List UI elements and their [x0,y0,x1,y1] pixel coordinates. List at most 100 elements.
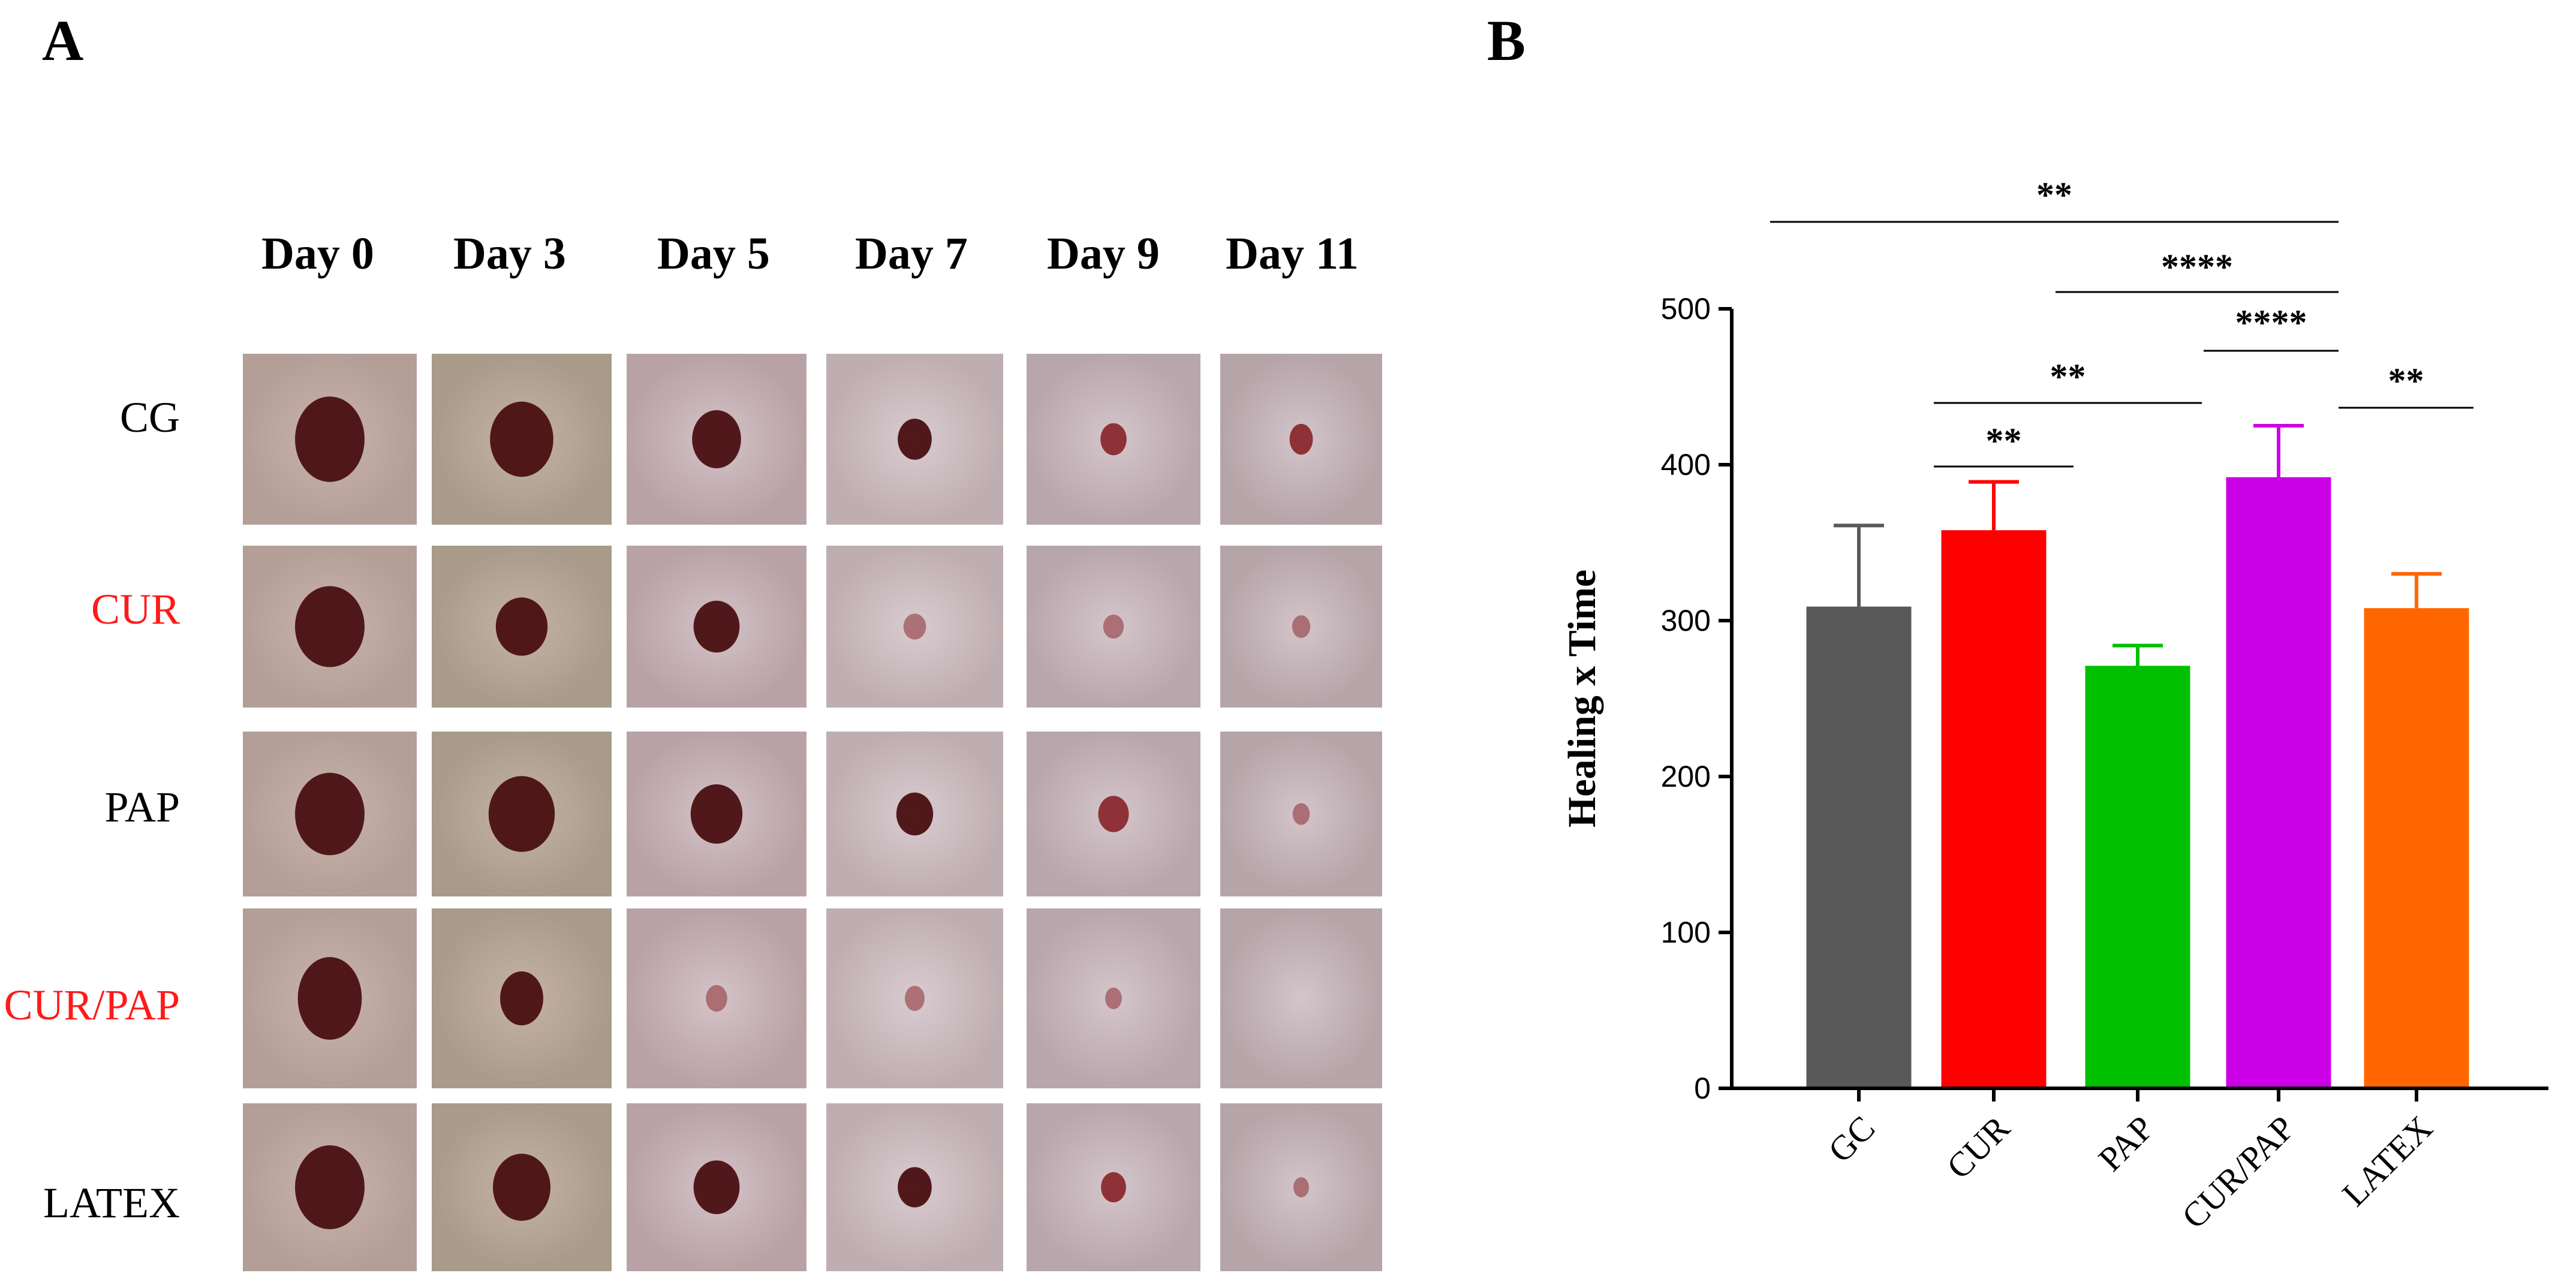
wound-spot [896,792,934,836]
wound-photo [826,732,1003,896]
bar [1941,530,2047,1088]
day-label-7: Day 7 [855,228,968,279]
wound-spot [295,396,365,482]
wound-photo [243,546,417,708]
wound-spot [1293,1177,1309,1197]
group-label-cur-pap: CUR/PAP [4,981,180,1029]
wound-photo [1027,1103,1200,1271]
wound-photo [243,732,417,896]
wound-spot [1292,615,1311,638]
wound-spot [903,613,926,640]
wound-spot [693,1160,740,1214]
wound-spot [295,1145,365,1229]
y-tick-label: 200 [1661,760,1711,793]
wound-photo [432,732,612,896]
wound-spot [1292,803,1310,825]
wound-photo [243,908,417,1088]
significance-label: **** [2161,247,2233,287]
wound-spot [1100,423,1127,456]
wound-spot [495,597,548,656]
significance-label: ** [2036,175,2072,215]
y-tick-label: 400 [1661,448,1711,482]
wound-spot [693,600,740,653]
wound-photo [627,1103,806,1271]
wound-spot [488,776,555,852]
wound-spot [500,971,543,1025]
wound-photo [243,1103,417,1271]
wound-photo [432,1103,612,1271]
wound-photo [1027,908,1200,1088]
x-tick-label: PAP [2091,1108,2161,1178]
x-tick-label: CUR [1939,1108,2018,1187]
wound-photo [1220,732,1382,896]
y-tick-label: 300 [1661,604,1711,637]
wound-spot [1289,423,1313,455]
wound-photo [826,1103,1003,1271]
wound-photo [1220,1103,1382,1271]
wound-photo [826,546,1003,708]
wound-photo-grid: Day 0 Day 3 Day 5 Day 7 Day 9 Day 11 CG … [4,228,1382,1271]
wound-spot [1098,796,1129,832]
significance-label: **** [2235,303,2307,342]
wound-photo [627,732,806,896]
wound-spot [706,985,727,1012]
day-label-9: Day 9 [1047,228,1160,279]
wound-photo [432,908,612,1088]
wound-spot [904,986,925,1011]
group-label-latex: LATEX [43,1179,180,1227]
wound-photo [627,908,806,1088]
day-label-11: Day 11 [1226,228,1359,279]
wound-spot [898,1167,932,1208]
wound-spot [493,1154,550,1221]
panel-a-letter: A [42,8,84,73]
wound-spot [1103,615,1124,639]
wound-photo [1027,546,1200,708]
y-tick-label: 100 [1661,916,1711,949]
wound-spot [690,784,743,844]
wound-spot [490,401,553,477]
wound-spot [1101,1172,1126,1203]
day-label-0: Day 0 [261,228,374,279]
group-label-cg: CG [119,393,180,441]
y-tick-label: 500 [1661,292,1711,326]
day-label-5: Day 5 [657,228,770,279]
day-label-3: Day 3 [453,228,566,279]
bar [2364,608,2469,1088]
healing-bar-chart: ** **** **** ** ** ** 0 100 200 300 400 500 GC CUR PA… [1469,0,2576,1285]
wound-photo [1027,732,1200,896]
wound-spot [295,772,365,856]
wound-photo [1220,354,1382,525]
bar [2085,666,2190,1088]
wound-photo [1027,354,1200,525]
wound-spot [297,957,362,1040]
x-tick-label: CUR/PAP [2174,1108,2302,1236]
y-tick-label: 0 [1694,1072,1711,1105]
x-tick-label: LATEX [2334,1108,2440,1214]
group-label-cur: CUR [91,585,180,633]
bar [1806,606,1912,1088]
wound-photo [826,354,1003,525]
significance-label: ** [2388,361,2424,401]
significance-label: ** [2050,357,2086,396]
wound-photo [243,354,417,525]
wound-photo [826,908,1003,1088]
wound-photo [627,354,806,525]
wound-photo [1220,546,1382,708]
wound-photo [432,546,612,708]
wound-photo [1220,908,1382,1088]
bar [2226,477,2331,1088]
wound-spot [295,586,365,667]
bars [1806,477,2469,1088]
wound-photo [627,546,806,708]
wound-photo [432,354,612,525]
wound-spot [1105,988,1122,1009]
significance-label: ** [1986,421,2022,461]
wound-spot [898,419,932,460]
significance-brackets: **************** [1770,175,2473,468]
group-label-pap: PAP [104,783,180,831]
error-bars [1834,424,2442,666]
y-axis-label: Healing x Time [1560,570,1604,827]
x-tick-label: GC [1820,1108,1882,1170]
panel-b-letter: B [1487,8,1526,73]
